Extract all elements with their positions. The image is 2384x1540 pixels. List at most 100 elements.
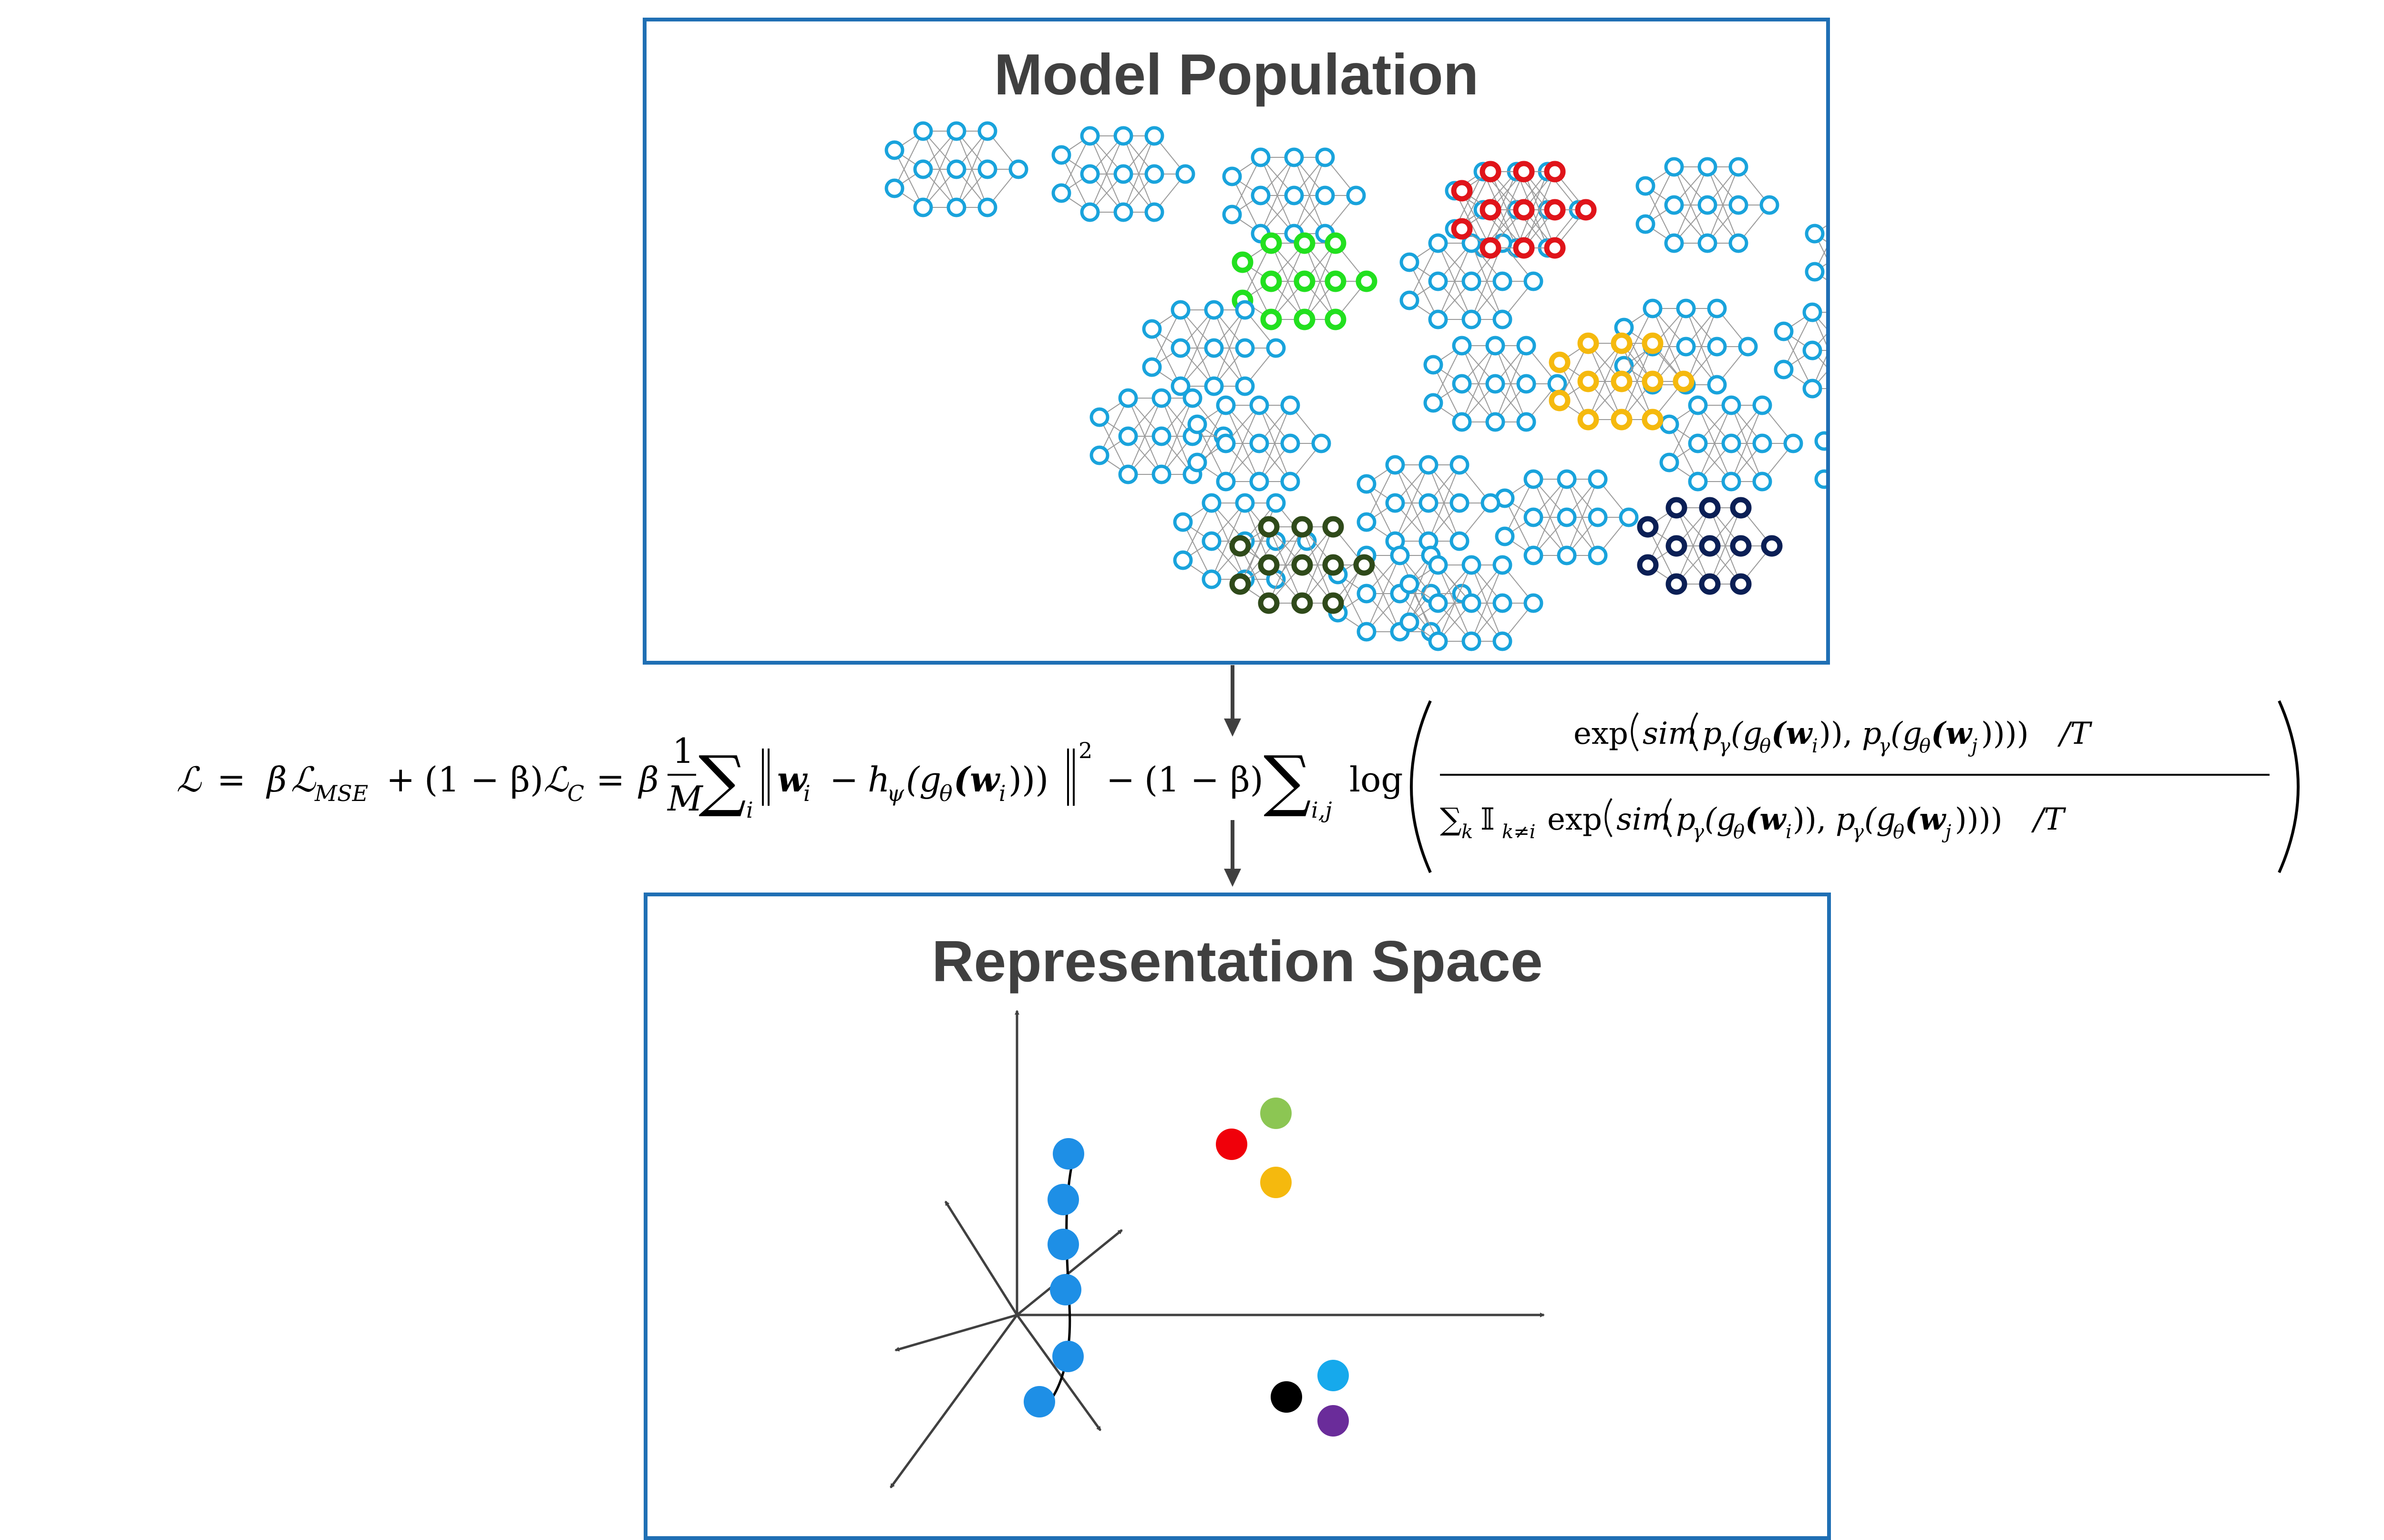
network-node (1461, 271, 1481, 291)
network-node (1418, 493, 1439, 513)
network-node (1118, 388, 1138, 408)
network-node (1315, 185, 1335, 205)
network-icon (1187, 395, 1331, 492)
network-node (1783, 433, 1803, 453)
formula-num-g2: (g (1891, 716, 1922, 751)
network-node (1676, 337, 1696, 357)
network-node (1249, 395, 1269, 415)
network-edge (1685, 308, 1717, 385)
representation-space-title: Representation Space (932, 929, 1543, 994)
formula-num-gamma1: γ (1719, 735, 1730, 757)
network-node (884, 178, 904, 198)
network-icon (1089, 388, 1233, 484)
network-node (1738, 337, 1758, 357)
formula-den-sim: sim (1616, 802, 1671, 837)
network-node (1325, 270, 1346, 292)
network-node (1577, 409, 1599, 431)
network-icon (1232, 232, 1377, 330)
embedding-point (1216, 1129, 1247, 1160)
network-icon (1637, 497, 1783, 595)
network-node (1637, 516, 1659, 538)
formula-sum2-sub: i,j (1311, 797, 1332, 823)
network-edge (1624, 308, 1653, 366)
network-node (1544, 237, 1566, 259)
network-node (1761, 535, 1783, 557)
network-node (1728, 157, 1748, 177)
network-node (1557, 507, 1577, 527)
network-node (1113, 202, 1133, 222)
formula-num-sim: sim (1643, 716, 1697, 751)
network-edge (1652, 308, 1686, 385)
network-node (1665, 497, 1687, 519)
network-node (977, 159, 997, 179)
embedding-point (1317, 1405, 1349, 1437)
network-node (1637, 554, 1659, 576)
formula-num-close2: )))) (1981, 716, 2029, 751)
network-node (1688, 472, 1708, 492)
network-icon (1495, 469, 1639, 565)
network-edge (1812, 356, 1826, 389)
network-node (1492, 271, 1512, 291)
network-node (1699, 535, 1721, 557)
formula-norm-i: i (803, 780, 811, 806)
network-node (1291, 516, 1313, 538)
network-edge (1089, 135, 1124, 213)
formula-den-k: k (1461, 821, 1473, 843)
network-node (1322, 516, 1344, 538)
network-node (946, 159, 966, 179)
network-icon (884, 121, 1028, 217)
model-population-title: Model Population (994, 42, 1479, 107)
network-node (1280, 395, 1300, 415)
formula-den-p2: p (1836, 802, 1855, 837)
network-node (1802, 340, 1822, 360)
network-icon (1399, 555, 1543, 651)
network-node (1461, 593, 1481, 613)
network-edge (1259, 405, 1291, 482)
formula-h-sub: ψ (887, 780, 904, 806)
network-node (1495, 526, 1515, 546)
network-node (1557, 545, 1577, 565)
formula-loss: ℒ (176, 760, 202, 800)
network-node (1730, 573, 1752, 595)
network-node (1294, 232, 1315, 254)
embedding-point (1048, 1184, 1079, 1215)
network-edge (1294, 157, 1326, 234)
formula-lmse: ℒ (291, 760, 317, 800)
network-node (1356, 270, 1377, 292)
network-node (1544, 199, 1566, 221)
network-node (1258, 554, 1280, 576)
network-edge (1302, 526, 1334, 604)
network-node (1418, 455, 1439, 475)
formula-close-paren: ))) (1008, 760, 1048, 800)
network-node (1676, 298, 1696, 318)
network-node (1173, 512, 1193, 532)
network-node (1235, 376, 1255, 396)
network-edge (1533, 479, 1567, 556)
network-node (1665, 573, 1687, 595)
formula-den-cond: k≠i (1502, 821, 1536, 843)
network-node (1516, 374, 1536, 394)
formula-num-over-t: /T (2057, 716, 2093, 751)
formula-den-indicator: 𝕀 (1480, 802, 1495, 837)
network-node (1659, 414, 1679, 434)
network-node (1428, 555, 1448, 575)
network-node (1118, 464, 1138, 484)
network-node (1588, 545, 1608, 565)
network-node (1428, 271, 1448, 291)
network-node (1688, 433, 1708, 453)
network-node (1080, 202, 1100, 222)
network-edge (1211, 503, 1245, 580)
network-node (1235, 338, 1255, 358)
network-node (1452, 336, 1472, 356)
network-icon (1142, 300, 1286, 396)
network-icon (1659, 395, 1803, 492)
network-node (1260, 232, 1282, 254)
network-node (1485, 374, 1505, 394)
network-node (1202, 569, 1222, 589)
network-node (1673, 370, 1695, 392)
network-edge (1523, 171, 1555, 248)
network-icon (1356, 455, 1500, 551)
network-node (1516, 336, 1536, 356)
network-edge (1128, 398, 1162, 475)
formula-den-w1: (w (1745, 801, 1787, 837)
